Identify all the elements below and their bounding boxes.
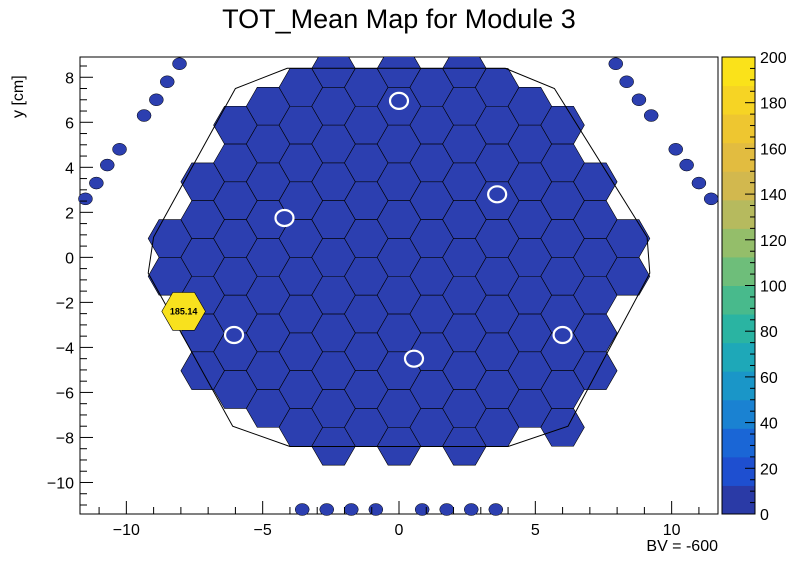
colorbar-segment bbox=[722, 142, 755, 172]
colorbar-tick-label: 120 bbox=[760, 233, 787, 250]
hex-cell bbox=[540, 408, 585, 447]
chart-title: TOT_Mean Map for Module 3 bbox=[222, 4, 576, 34]
outer-point bbox=[159, 75, 175, 89]
outer-point bbox=[619, 75, 634, 89]
colorbar-segment bbox=[722, 228, 755, 258]
y-axis: −10 −8 −6 −4 −2 0 2 4 6 8 bbox=[47, 65, 93, 506]
y-tick-label: −10 bbox=[47, 475, 74, 492]
colorbar-segment bbox=[722, 114, 755, 144]
x-tick-label: 10 bbox=[663, 522, 681, 539]
module-outline bbox=[147, 67, 651, 447]
colorbar-segment bbox=[722, 485, 755, 515]
colorbar: 0 20 40 60 80 100 120 140 160 180 200 bbox=[721, 50, 787, 524]
outer-point bbox=[112, 143, 127, 156]
colorbar-segment bbox=[722, 85, 755, 115]
colorbar-segment bbox=[722, 57, 755, 87]
y-tick-label: 8 bbox=[65, 70, 74, 87]
outer-point bbox=[439, 503, 454, 516]
colorbar-segment bbox=[722, 428, 755, 458]
colorbar-tick-label: 60 bbox=[760, 370, 778, 387]
outer-point bbox=[608, 57, 624, 71]
outer-point bbox=[294, 503, 310, 516]
outer-point bbox=[78, 192, 93, 206]
outer-point bbox=[631, 93, 647, 107]
calibration-ring bbox=[274, 208, 295, 228]
outer-point bbox=[488, 503, 504, 516]
outer-point bbox=[679, 158, 694, 172]
y-tick-label: 6 bbox=[65, 115, 74, 132]
calibration-ring bbox=[223, 325, 245, 345]
colorbar-segment bbox=[722, 171, 755, 201]
colorbar-segment bbox=[722, 256, 755, 286]
outer-point bbox=[100, 158, 115, 172]
module-outline-path bbox=[147, 67, 651, 447]
x-axis: −10 −5 0 5 10 bbox=[98, 501, 700, 539]
y-tick-label: −4 bbox=[56, 340, 74, 357]
highlighted-cell bbox=[161, 292, 206, 331]
y-tick-label: −8 bbox=[56, 430, 74, 447]
hexagon-cells bbox=[147, 57, 651, 466]
x-tick-label: −5 bbox=[254, 522, 272, 539]
y-tick-label: 0 bbox=[65, 250, 74, 267]
outer-point bbox=[464, 503, 479, 516]
colorbar-segment bbox=[722, 285, 755, 315]
hex-cell bbox=[605, 257, 651, 296]
calibration-ring bbox=[552, 325, 573, 345]
outer-point bbox=[643, 109, 659, 122]
highlighted-cells: 185.14 bbox=[161, 292, 206, 331]
x-tick-label: 0 bbox=[395, 522, 404, 539]
outer-point bbox=[703, 192, 719, 206]
colorbar-segment bbox=[722, 199, 755, 229]
outer-point bbox=[149, 93, 164, 107]
hex-cell bbox=[573, 351, 618, 390]
outer-point bbox=[668, 143, 683, 156]
outer-point bbox=[691, 176, 707, 190]
colorbar-segment bbox=[722, 314, 755, 344]
cell-value-label: 185.14 bbox=[170, 306, 198, 316]
outer-point bbox=[136, 109, 152, 122]
colorbar-segment bbox=[722, 342, 755, 372]
y-tick-label: −2 bbox=[56, 295, 74, 312]
outer-point bbox=[89, 176, 104, 190]
outer-points bbox=[78, 57, 719, 516]
y-tick-label: 4 bbox=[65, 160, 74, 177]
y-tick-label: 2 bbox=[65, 205, 74, 222]
calibration-cells bbox=[223, 91, 573, 368]
colorbar-segment bbox=[722, 399, 755, 429]
calibration-ring bbox=[403, 349, 425, 368]
colorbar-tick-label: 100 bbox=[760, 279, 787, 296]
calibration-ring bbox=[487, 185, 508, 204]
colorbar-segment bbox=[722, 371, 755, 401]
y-tick-label: −6 bbox=[56, 385, 74, 402]
colorbar-segment bbox=[722, 456, 755, 486]
outer-point bbox=[368, 503, 384, 516]
outer-point bbox=[414, 503, 430, 516]
calibration-ring bbox=[388, 91, 410, 110]
colorbar-tick-label: 0 bbox=[760, 507, 769, 524]
outer-point bbox=[344, 503, 359, 516]
colorbar-tick-label: 140 bbox=[760, 187, 787, 204]
colorbar-tick-label: 20 bbox=[760, 461, 778, 478]
outer-point bbox=[172, 57, 187, 71]
outer-point bbox=[319, 503, 334, 516]
colorbar-tick-label: 40 bbox=[760, 416, 778, 433]
bias-voltage-note: BV = -600 bbox=[646, 538, 718, 555]
x-tick-label: −10 bbox=[113, 522, 140, 539]
x-tick-label: 5 bbox=[531, 522, 540, 539]
colorbar-tick-label: 200 bbox=[760, 50, 787, 67]
colorbar-tick-label: 80 bbox=[760, 324, 778, 341]
colorbar-tick-label: 180 bbox=[760, 96, 787, 113]
colorbar-tick-label: 160 bbox=[760, 141, 787, 158]
